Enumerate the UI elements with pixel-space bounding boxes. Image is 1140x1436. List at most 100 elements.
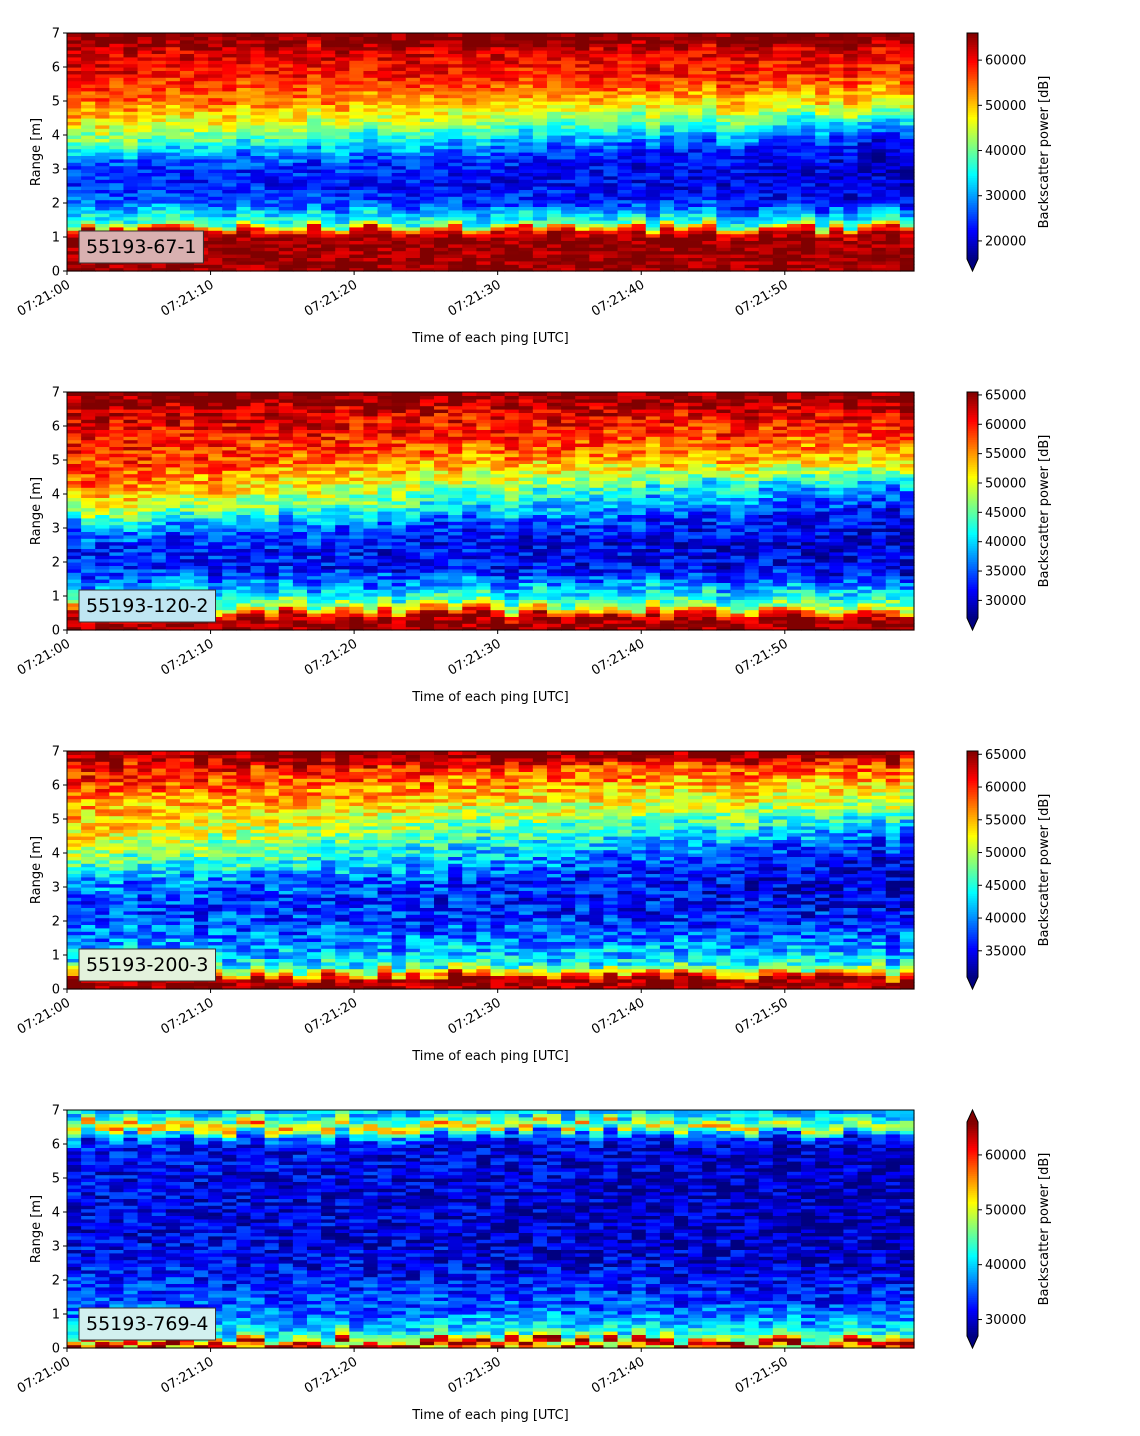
heatmap-cell: [392, 234, 407, 238]
heatmap-cell: [716, 132, 731, 136]
heatmap-cell: [279, 210, 294, 214]
heatmap-cell: [265, 264, 280, 268]
heatmap-cell: [843, 142, 858, 146]
heatmap-cell: [745, 176, 760, 180]
heatmap-cell: [279, 166, 294, 170]
heatmap-cell: [251, 200, 266, 204]
heatmap-cell: [773, 210, 788, 214]
heatmap-cell: [251, 176, 266, 180]
heatmap-cell: [660, 200, 675, 204]
heatmap-cell: [660, 33, 675, 37]
heatmap-cell: [180, 193, 195, 197]
heatmap-cell: [434, 159, 449, 163]
heatmap-cell: [476, 200, 491, 204]
heatmap-cell: [251, 149, 266, 153]
heatmap-cell: [95, 132, 110, 136]
heatmap-cell: [858, 193, 873, 197]
heatmap-cell: [589, 183, 604, 187]
heatmap-cell: [462, 217, 477, 221]
heatmap-cell: [561, 227, 576, 231]
heatmap-cell: [533, 234, 548, 238]
heatmap-cell: [886, 142, 901, 146]
heatmap-cell: [81, 210, 96, 214]
heatmap-cell: [166, 193, 181, 197]
heatmap-cell: [152, 504, 167, 508]
heatmap-cell: [166, 176, 181, 180]
heatmap-cell: [618, 234, 633, 238]
heatmap-cell: [716, 166, 731, 170]
heatmap-cell: [166, 149, 181, 153]
heatmap-cell: [829, 217, 844, 221]
heatmap-cell: [829, 142, 844, 146]
heatmap-cell: [307, 176, 322, 180]
heatmap-cell: [759, 183, 774, 187]
heatmap-cell: [674, 159, 689, 163]
heatmap-cell: [462, 132, 477, 136]
heatmap-cell: [745, 234, 760, 238]
heatmap-cell: [180, 210, 195, 214]
heatmap-cell: [886, 166, 901, 170]
heatmap-cell: [95, 183, 110, 187]
heatmap-cell: [321, 33, 336, 37]
heatmap-cell: [815, 200, 830, 204]
heatmap-cell: [547, 193, 562, 197]
heatmap-cell: [406, 166, 421, 170]
heatmap-cell: [363, 149, 378, 153]
heatmap-cell: [95, 264, 110, 268]
heatmap-cell: [166, 132, 181, 136]
heatmap-cell: [632, 193, 647, 197]
heatmap-cell: [561, 176, 576, 180]
heatmap-cell: [533, 176, 548, 180]
heatmap-cell: [674, 244, 689, 248]
heatmap-cell: [505, 33, 520, 37]
heatmap-cell: [745, 210, 760, 214]
heatmap-cell: [349, 183, 364, 187]
heatmap-cell: [646, 183, 661, 187]
heatmap-cell: [646, 149, 661, 153]
heatmap-cell: [858, 234, 873, 238]
heatmap-cell: [519, 159, 534, 163]
heatmap-cell: [138, 210, 153, 214]
heatmap-cell: [152, 470, 167, 474]
heatmap-cell: [646, 200, 661, 204]
heatmap-cell: [251, 183, 266, 187]
heatmap-cell: [251, 244, 266, 248]
heatmap-cell: [138, 470, 153, 474]
heatmap-cell: [349, 142, 364, 146]
heatmap-cell: [462, 176, 477, 180]
heatmap-cell: [166, 264, 181, 268]
colorbar-tick-label: 40000: [985, 144, 1026, 159]
heatmap-cell: [900, 132, 915, 136]
heatmap-cell: [872, 251, 887, 255]
heatmap-cell: [702, 149, 717, 153]
heatmap-cell: [787, 227, 802, 231]
heatmap-cell: [251, 210, 266, 214]
heatmap-cell: [533, 33, 548, 37]
heatmap-cell: [702, 176, 717, 180]
heatmap-cell: [265, 210, 280, 214]
heatmap-cell: [420, 193, 435, 197]
heatmap-cell: [109, 132, 124, 136]
x-axis-label: Time of each ping [UTC]: [411, 331, 569, 346]
heatmap-cell: [801, 132, 816, 136]
heatmap-cell: [632, 166, 647, 170]
heatmap-cell: [702, 33, 717, 37]
heatmap-cell: [843, 166, 858, 170]
heatmap-cell: [208, 227, 223, 231]
heatmap-cell: [575, 142, 590, 146]
heatmap-cell: [420, 132, 435, 136]
heatmap-cell: [123, 264, 138, 268]
heatmap-cell: [547, 149, 562, 153]
heatmap-cell: [335, 149, 350, 153]
heatmap-cell: [491, 176, 506, 180]
heatmap-cell: [307, 210, 322, 214]
heatmap-cell: [618, 159, 633, 163]
heatmap-cell: [589, 176, 604, 180]
heatmap-cell: [519, 210, 534, 214]
heatmap-cell: [208, 244, 223, 248]
heatmap-cell: [152, 149, 167, 153]
heatmap-cell: [152, 33, 167, 37]
heatmap-cell: [787, 244, 802, 248]
heatmap-cell: [81, 227, 96, 231]
heatmap-cell: [843, 193, 858, 197]
